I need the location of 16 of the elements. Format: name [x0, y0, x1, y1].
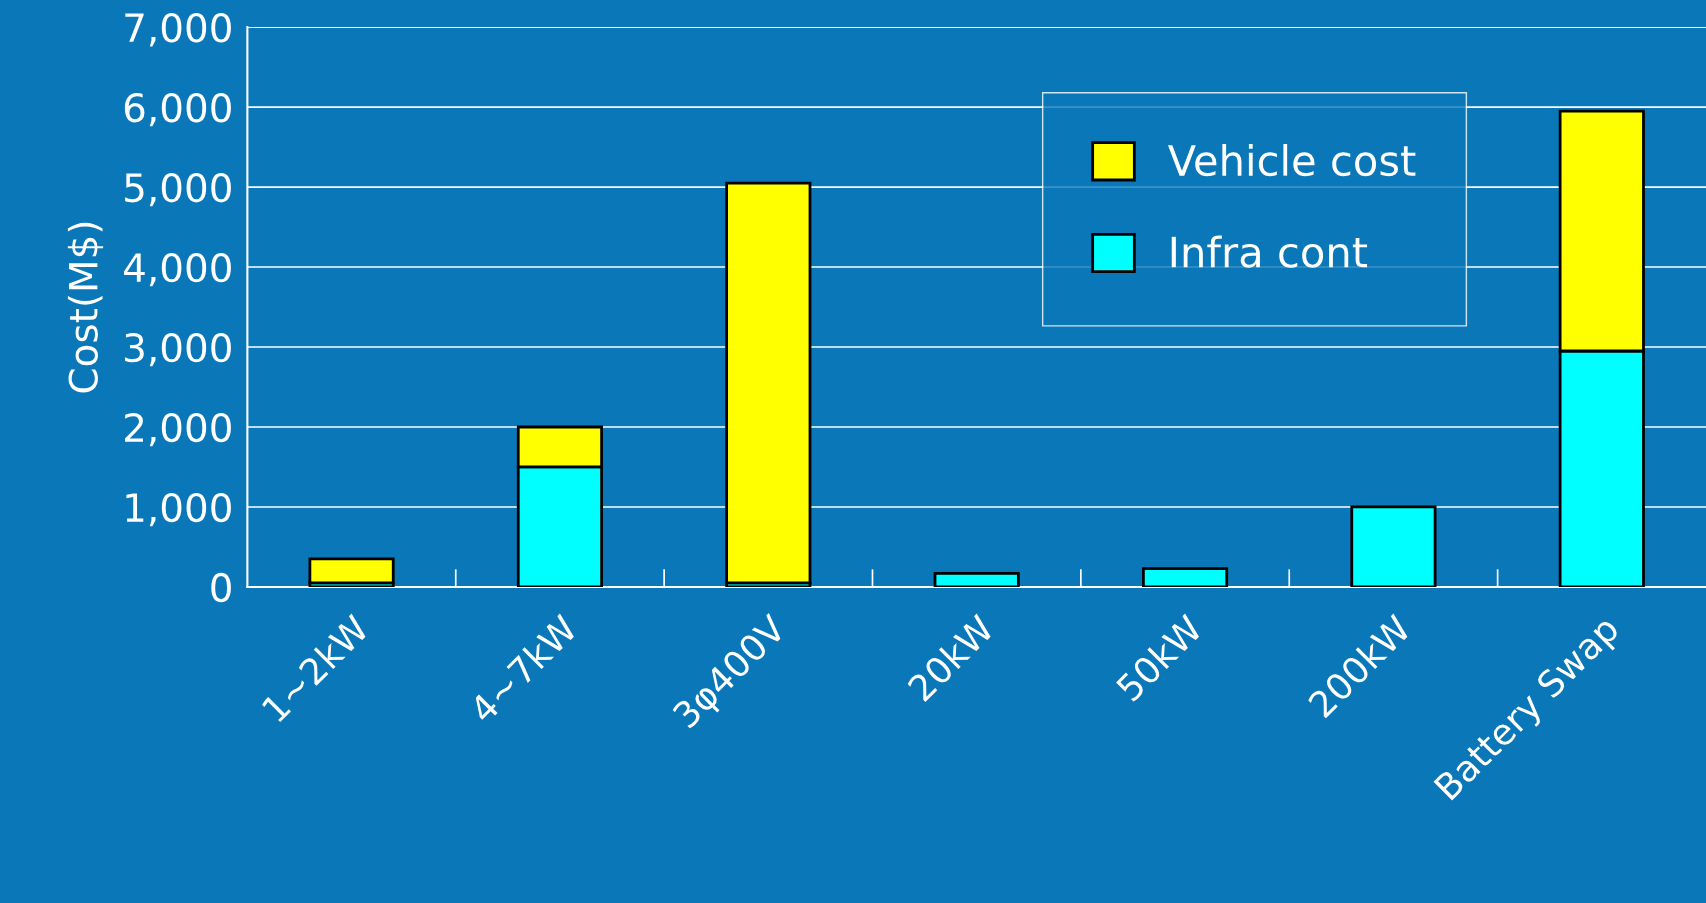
legend-label: Vehicle cost [1167, 143, 1416, 177]
y-tick-label: 7,000 [125, 13, 231, 47]
y-tick-label: 5,000 [125, 172, 231, 207]
y-tick-label: 6,000 [124, 92, 231, 127]
bar [725, 181, 812, 585]
y-tick-label: 0 [211, 572, 231, 603]
legend-label: Infra cont [1171, 235, 1368, 268]
bar [1350, 505, 1437, 587]
y-tick-label: 2,000 [125, 412, 231, 447]
bar [308, 557, 395, 585]
y-tick-label: 1,000 [126, 492, 231, 527]
bar [933, 571, 1020, 587]
y-tick-label: 3,000 [125, 332, 231, 367]
bar [1142, 567, 1229, 587]
y-tick-label: 4,000 [124, 252, 231, 287]
y-axis-title: Cost(M$) [67, 222, 104, 393]
